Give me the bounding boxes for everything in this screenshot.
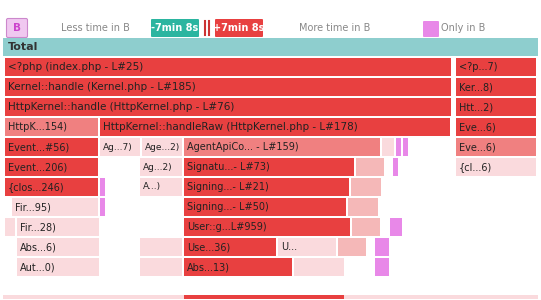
- Bar: [5, 118, 98, 136]
- Text: B: B: [13, 23, 21, 33]
- FancyBboxPatch shape: [215, 19, 263, 37]
- Text: Age...2): Age...2): [145, 142, 180, 152]
- Bar: [184, 138, 380, 156]
- Text: HttpKernel::handleRaw (HttpKernel.php - L#178): HttpKernel::handleRaw (HttpKernel.php - …: [103, 122, 358, 132]
- Text: -7min 8s: -7min 8s: [151, 23, 199, 33]
- Bar: [382, 138, 394, 156]
- Bar: [142, 138, 182, 156]
- Bar: [140, 258, 182, 276]
- Bar: [5, 178, 98, 196]
- FancyBboxPatch shape: [6, 19, 28, 38]
- Bar: [5, 98, 451, 116]
- Text: Total: Total: [8, 42, 38, 52]
- Text: Ag...7): Ag...7): [103, 142, 133, 152]
- Text: HttpKernel::handle (HttpKernel.php - L#76): HttpKernel::handle (HttpKernel.php - L#7…: [8, 102, 234, 112]
- Bar: [5, 218, 15, 236]
- Text: <?p...7): <?p...7): [459, 62, 498, 72]
- Text: Htt...2): Htt...2): [459, 102, 493, 112]
- Text: U...: U...: [281, 242, 297, 252]
- Bar: [348, 198, 378, 216]
- Text: Abs...13): Abs...13): [187, 262, 230, 272]
- Text: Use...36): Use...36): [187, 242, 230, 252]
- Text: More time in B: More time in B: [299, 23, 371, 33]
- Text: Eve...6): Eve...6): [459, 142, 496, 152]
- Bar: [456, 98, 536, 116]
- Text: AgentApiCo... - L#159): AgentApiCo... - L#159): [187, 142, 299, 152]
- Text: Signatu...- L#73): Signatu...- L#73): [187, 162, 270, 172]
- Bar: [375, 238, 389, 256]
- Bar: [3, 38, 538, 56]
- Bar: [456, 138, 536, 156]
- Bar: [184, 198, 346, 216]
- Bar: [140, 238, 182, 256]
- Bar: [140, 158, 182, 176]
- Text: {clos...246): {clos...246): [8, 182, 64, 192]
- Text: Kernel::handle (Kernel.php - L#185): Kernel::handle (Kernel.php - L#185): [8, 82, 196, 92]
- Bar: [5, 138, 98, 156]
- Bar: [5, 158, 98, 176]
- Bar: [352, 218, 380, 236]
- Bar: [351, 178, 381, 196]
- Bar: [17, 238, 99, 256]
- Bar: [338, 238, 366, 256]
- Text: Abs...6): Abs...6): [20, 242, 57, 252]
- Bar: [184, 258, 292, 276]
- Text: Ag...2): Ag...2): [143, 163, 173, 172]
- Bar: [184, 178, 349, 196]
- Bar: [278, 238, 336, 256]
- Bar: [456, 118, 536, 136]
- Text: HttpK...154): HttpK...154): [8, 122, 67, 132]
- Bar: [100, 198, 105, 216]
- Bar: [5, 78, 451, 96]
- Bar: [294, 258, 344, 276]
- Bar: [456, 78, 536, 96]
- Bar: [140, 178, 182, 196]
- Bar: [17, 218, 99, 236]
- Bar: [100, 138, 140, 156]
- Text: Less time in B: Less time in B: [61, 23, 129, 33]
- Bar: [375, 258, 389, 276]
- Bar: [390, 218, 402, 236]
- Text: Only in B: Only in B: [441, 23, 485, 33]
- FancyBboxPatch shape: [151, 19, 199, 37]
- Text: A...): A...): [143, 182, 161, 191]
- Text: Event...206): Event...206): [8, 162, 67, 172]
- Bar: [184, 238, 276, 256]
- Text: Eve...6): Eve...6): [459, 122, 496, 132]
- Text: Signing...- L#50): Signing...- L#50): [187, 202, 269, 212]
- Bar: [12, 198, 98, 216]
- Bar: [456, 58, 536, 76]
- Text: Ker...8): Ker...8): [459, 82, 493, 92]
- Text: Fir...28): Fir...28): [20, 222, 56, 232]
- Bar: [100, 178, 105, 196]
- Text: Fir...95): Fir...95): [15, 202, 51, 212]
- FancyBboxPatch shape: [423, 21, 439, 37]
- Bar: [456, 158, 536, 176]
- Text: <?php (index.php - L#25): <?php (index.php - L#25): [8, 62, 143, 72]
- Bar: [396, 138, 401, 156]
- Bar: [393, 158, 398, 176]
- Bar: [184, 158, 354, 176]
- Bar: [5, 58, 451, 76]
- Text: User::g...L#959): User::g...L#959): [187, 222, 267, 232]
- Bar: [184, 218, 350, 236]
- Text: Signing...- L#21): Signing...- L#21): [187, 182, 269, 192]
- Text: Event...#56): Event...#56): [8, 142, 69, 152]
- Text: Aut...0): Aut...0): [20, 262, 56, 272]
- Bar: [3, 295, 538, 299]
- Text: {cl...6): {cl...6): [459, 162, 492, 172]
- Text: +7min 8s: +7min 8s: [213, 23, 265, 33]
- Bar: [356, 158, 384, 176]
- Bar: [17, 258, 99, 276]
- Bar: [403, 138, 408, 156]
- Bar: [100, 118, 450, 136]
- Bar: [184, 295, 344, 299]
